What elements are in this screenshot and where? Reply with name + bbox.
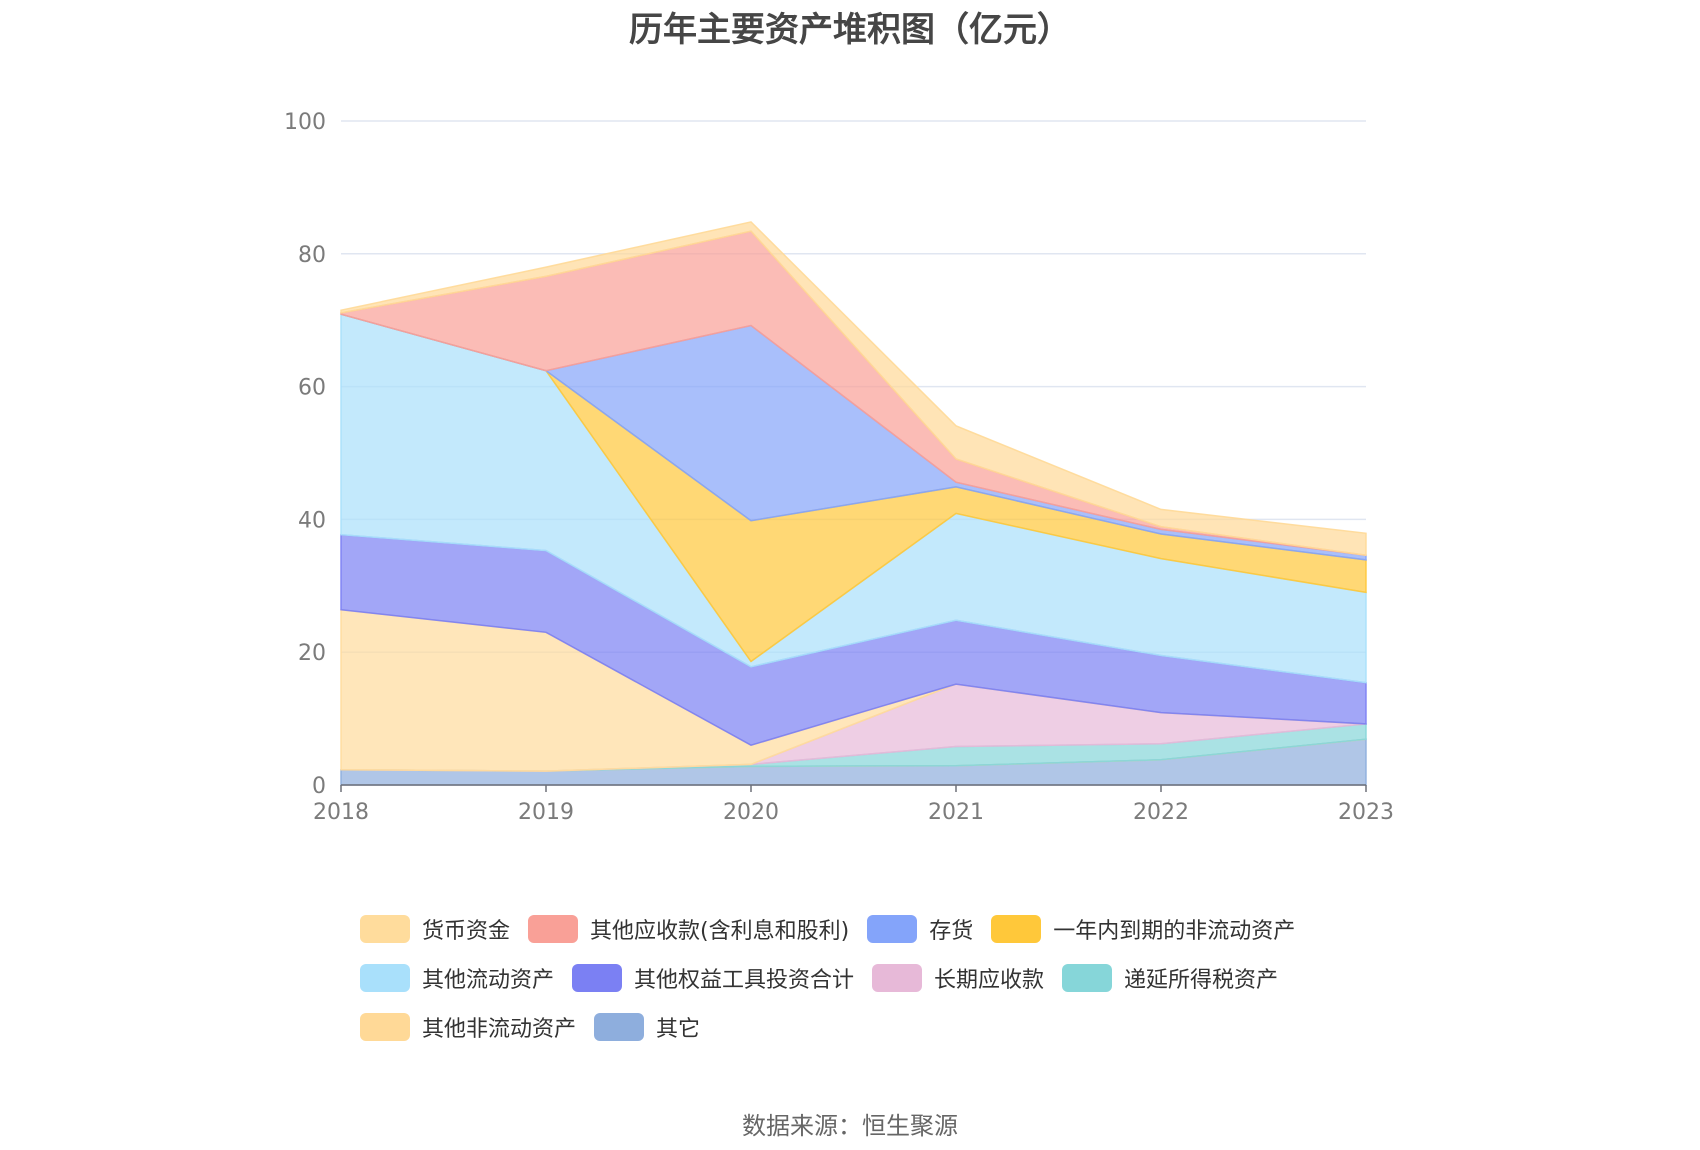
legend-swatch (360, 963, 410, 992)
legend-item[interactable]: 其他应收款(含利息和股利) (528, 913, 849, 945)
legend-item[interactable]: 其他流动资产 (360, 962, 554, 994)
legend-swatch (360, 914, 410, 943)
legend-row: 其他流动资产 其他权益工具投资合计 长期应收款 递延所得税资产 (360, 953, 1420, 1002)
legend-swatch (991, 914, 1042, 943)
legend-swatch (872, 963, 923, 992)
legend-label: 长期应收款 (934, 967, 1045, 993)
legend-row: 其他非流动资产 其它 (360, 1002, 1420, 1051)
y-tick-label: 100 (284, 110, 326, 135)
legend-item[interactable]: 其它 (594, 1011, 700, 1043)
legend-swatch (594, 1012, 645, 1041)
legend-item[interactable]: 递延所得税资产 (1062, 962, 1278, 994)
legend-item[interactable]: 其他权益工具投资合计 (572, 962, 854, 994)
source-note: 数据来源：恒生聚源 (742, 1112, 958, 1140)
legend: 货币资金 其他应收款(含利息和股利) 存货 一年内到期的非流动资产其他流动资产 其他权益… (360, 904, 1420, 1051)
area-series-其他非流动资产 (340, 221, 1367, 557)
legend-swatch (1062, 963, 1113, 992)
x-tick-label: 2020 (723, 800, 779, 825)
legend-item[interactable]: 一年内到期的非流动资产 (991, 913, 1295, 945)
legend-swatch (360, 1012, 410, 1041)
legend-label: 其他非流动资产 (422, 1016, 577, 1042)
legend-label: 其他应收款(含利息和股利) (590, 918, 850, 944)
y-tick-label: 60 (298, 376, 326, 401)
axes: 0 20 40 60 80 100 2018 2019 2020 2021 2022 2023 (284, 110, 1394, 825)
legend-item[interactable]: 长期应收款 (872, 962, 1044, 994)
legend-label: 递延所得税资产 (1124, 967, 1279, 993)
legend-label: 一年内到期的非流动资产 (1053, 918, 1296, 944)
legend-label: 其它 (656, 1016, 701, 1042)
legend-item[interactable]: 存货 (867, 913, 973, 945)
legend-label: 存货 (929, 918, 974, 944)
legend-label: 其他权益工具投资合计 (634, 967, 855, 993)
x-tick-label: 2023 (1338, 800, 1394, 825)
legend-swatch (528, 914, 579, 943)
legend-swatch (572, 963, 623, 992)
y-tick-label: 40 (298, 508, 326, 533)
legend-item[interactable]: 其他非流动资产 (360, 1011, 576, 1043)
legend-swatch (867, 914, 918, 943)
y-tick-label: 0 (312, 774, 326, 799)
chart-title: 历年主要资产堆积图（亿元） (629, 10, 1071, 50)
stacked-areas (340, 221, 1367, 786)
x-tick-label: 2022 (1133, 800, 1189, 825)
legend-label: 其他流动资产 (422, 967, 555, 993)
y-tick-label: 80 (298, 243, 326, 268)
legend-item[interactable]: 货币资金 (360, 913, 510, 945)
legend-label: 货币资金 (422, 918, 511, 944)
x-tick-label: 2018 (313, 800, 369, 825)
x-tick-label: 2019 (518, 800, 574, 825)
x-tick-label: 2021 (928, 800, 984, 825)
legend-row: 货币资金 其他应收款(含利息和股利) 存货 一年内到期的非流动资产 (360, 904, 1420, 953)
y-tick-label: 20 (298, 641, 326, 666)
